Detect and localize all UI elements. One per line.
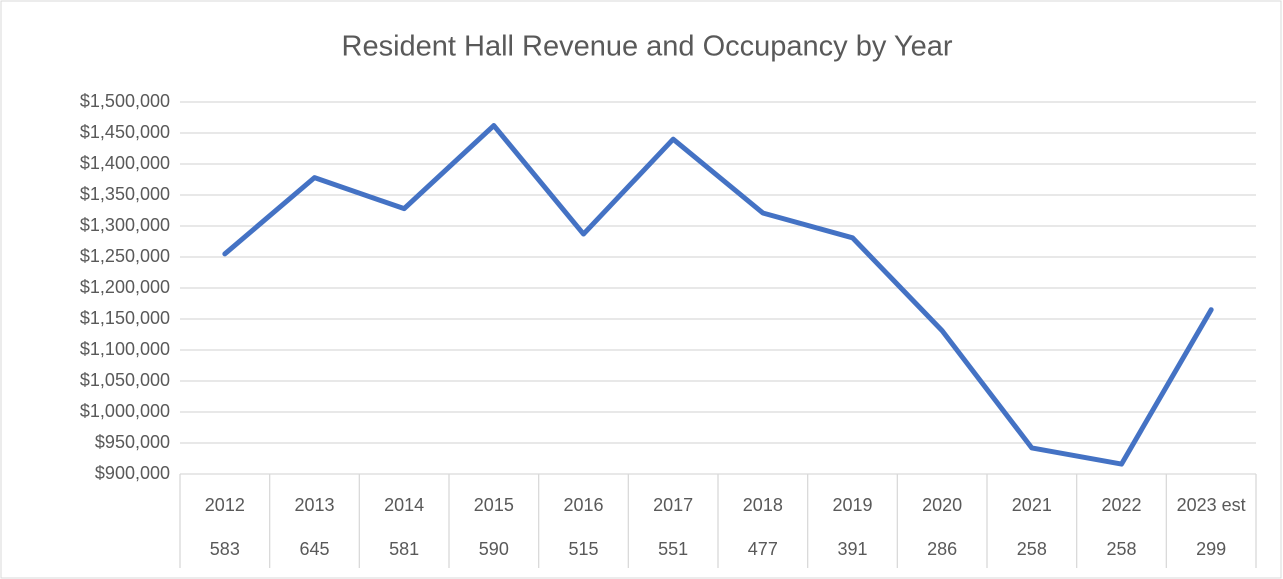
- occupancy-label: 258: [1017, 539, 1047, 559]
- y-tick-label: $1,150,000: [80, 308, 170, 328]
- x-tick-label: 2020: [922, 495, 962, 515]
- y-tick-label: $1,350,000: [80, 184, 170, 204]
- y-tick-label: $1,500,000: [80, 91, 170, 111]
- occupancy-label: 590: [479, 539, 509, 559]
- y-tick-label: $1,100,000: [80, 339, 170, 359]
- x-tick-label: 2022: [1101, 495, 1141, 515]
- y-tick-label: $1,200,000: [80, 277, 170, 297]
- occupancy-label: 645: [299, 539, 329, 559]
- y-tick-label: $1,250,000: [80, 246, 170, 266]
- occupancy-label: 583: [210, 539, 240, 559]
- occupancy-label: 258: [1106, 539, 1136, 559]
- x-tick-label: 2013: [294, 495, 334, 515]
- y-tick-label: $1,300,000: [80, 215, 170, 235]
- occupancy-label: 581: [389, 539, 419, 559]
- y-tick-label: $900,000: [95, 463, 170, 483]
- y-tick-label: $1,450,000: [80, 122, 170, 142]
- x-tick-label: 2014: [384, 495, 424, 515]
- x-tick-label: 2021: [1012, 495, 1052, 515]
- x-tick-label: 2015: [474, 495, 514, 515]
- x-tick-label: 2016: [563, 495, 603, 515]
- occupancy-label: 391: [837, 539, 867, 559]
- line-series: [222, 123, 1214, 467]
- x-tick-label: 2019: [832, 495, 872, 515]
- y-tick-label: $1,000,000: [80, 401, 170, 421]
- y-tick-label: $1,050,000: [80, 370, 170, 390]
- occupancy-label: 299: [1196, 539, 1226, 559]
- y-tick-label: $1,400,000: [80, 153, 170, 173]
- x-tick-label: 2017: [653, 495, 693, 515]
- x-tick-label: 2012: [205, 495, 245, 515]
- occupancy-label: 477: [748, 539, 778, 559]
- x-tick-label: 2018: [743, 495, 783, 515]
- occupancy-label: 551: [658, 539, 688, 559]
- occupancy-label: 286: [927, 539, 957, 559]
- x-tick-label: 2023 est: [1177, 495, 1246, 515]
- occupancy-label: 515: [568, 539, 598, 559]
- chart-title: Resident Hall Revenue and Occupancy by Y…: [342, 31, 953, 63]
- y-tick-label: $950,000: [95, 432, 170, 452]
